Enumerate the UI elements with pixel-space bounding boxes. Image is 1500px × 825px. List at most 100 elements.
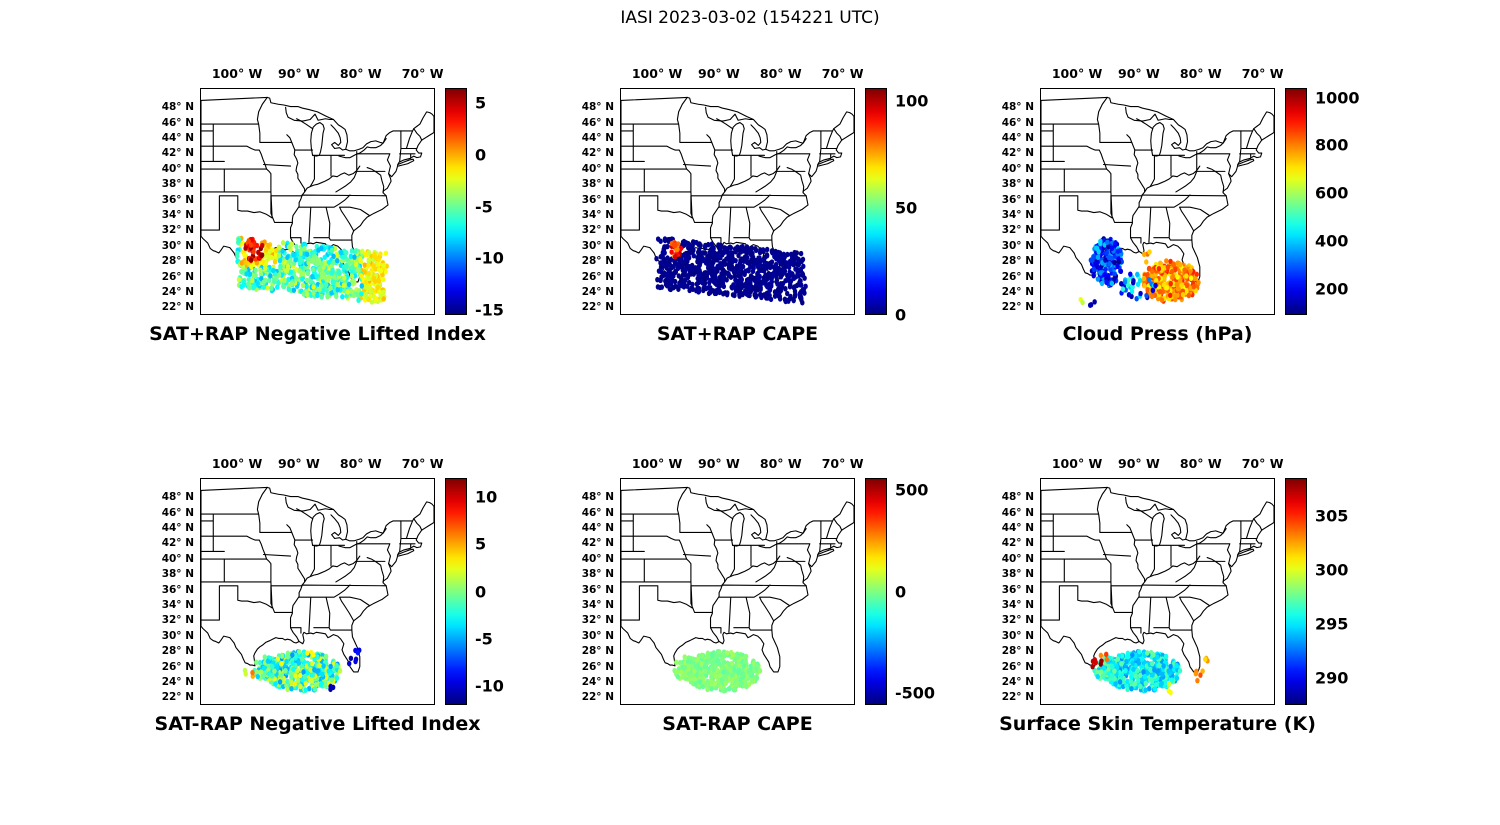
colorbar-tick-label: 600 bbox=[1315, 183, 1349, 203]
map-frame bbox=[1040, 88, 1275, 315]
us-basemap bbox=[621, 486, 854, 694]
colorbar-labels: 10 5 0 -5 -10 bbox=[475, 478, 535, 705]
longitude-axis-labels: 100° W 90° W 80° W 70° W bbox=[1040, 66, 1284, 81]
lat-tick-label: 44° N bbox=[581, 522, 614, 535]
map-frame bbox=[200, 478, 435, 705]
lat-tick-label: 32° N bbox=[581, 224, 614, 237]
lat-tick-label: 30° N bbox=[581, 239, 614, 252]
lat-tick-label: 42° N bbox=[1001, 537, 1034, 550]
lat-tick-label: 32° N bbox=[161, 224, 194, 237]
colorbar-tick-label: 0 bbox=[895, 582, 907, 601]
lat-tick-label: 24° N bbox=[161, 285, 194, 298]
colorbar-labels: 500 0 -500 bbox=[895, 478, 955, 705]
lat-tick-label: 24° N bbox=[1001, 285, 1034, 298]
panel-title: SAT+RAP Negative Lifted Index bbox=[149, 323, 486, 345]
lat-tick-label: 42° N bbox=[581, 537, 614, 550]
lon-tick-label: 100° W bbox=[211, 456, 263, 471]
lat-tick-label: 38° N bbox=[1001, 178, 1034, 191]
panel-surface-skin-temperature: 100° W 90° W 80° W 70° W 48° N 46° N 44° N 42°… bbox=[999, 456, 1348, 735]
latitude-axis-labels: 48° N 46° N 44° N 42° N 40° N 38° N 36° N 34° N… bbox=[144, 88, 194, 315]
lon-tick-label: 70° W bbox=[401, 66, 444, 81]
longitude-axis-labels: 100° W 90° W 80° W 70° W bbox=[620, 66, 864, 81]
scatter-layer bbox=[242, 647, 362, 694]
lat-tick-label: 46° N bbox=[581, 116, 614, 129]
lat-tick-label: 36° N bbox=[581, 583, 614, 596]
scatter-layer bbox=[1078, 236, 1201, 308]
colorbar bbox=[865, 88, 887, 315]
lat-tick-label: 30° N bbox=[581, 629, 614, 642]
lat-tick-label: 32° N bbox=[1001, 224, 1034, 237]
colorbar-tick-label: 295 bbox=[1315, 614, 1349, 634]
lat-tick-label: 42° N bbox=[161, 147, 194, 160]
latitude-axis-labels: 48° N 46° N 44° N 42° N 40° N 38° N 36° N 34° N… bbox=[984, 88, 1034, 315]
lon-tick-label: 70° W bbox=[1241, 456, 1284, 471]
panel-cloud-press: 100° W 90° W 80° W 70° W 48° N 46° N 44° N 42°… bbox=[1002, 66, 1360, 345]
lat-tick-label: 24° N bbox=[581, 675, 614, 688]
lat-tick-label: 28° N bbox=[1001, 255, 1034, 268]
lon-tick-label: 70° W bbox=[821, 66, 864, 81]
us-basemap bbox=[1041, 486, 1274, 696]
colorbar-tick-label: 0 bbox=[475, 145, 487, 165]
colorbar-labels: 1000 800 600 400 200 bbox=[1315, 88, 1375, 315]
panel-sat-plus-rap-cape: 100° W 90° W 80° W 70° W 48° N 46° N 44° N 42°… bbox=[582, 66, 929, 345]
lat-tick-label: 46° N bbox=[161, 506, 194, 519]
colorbar-tick-label: 305 bbox=[1315, 506, 1349, 526]
lon-tick-label: 70° W bbox=[1241, 66, 1284, 81]
lon-tick-label: 90° W bbox=[698, 66, 740, 81]
latitude-axis-labels: 48° N 46° N 44° N 42° N 40° N 38° N 36° N 34° N… bbox=[144, 478, 194, 705]
colorbar-tick-label: 0 bbox=[475, 582, 487, 601]
scatter-layer bbox=[235, 235, 389, 305]
colorbar-tick-label: 300 bbox=[1315, 560, 1349, 580]
lat-tick-label: 40° N bbox=[161, 162, 194, 175]
longitude-axis-labels: 100° W 90° W 80° W 70° W bbox=[620, 456, 864, 471]
colorbar-tick-label: -10 bbox=[475, 676, 504, 696]
lat-tick-label: 46° N bbox=[581, 506, 614, 519]
latitude-axis-labels: 48° N 46° N 44° N 42° N 40° N 38° N 36° N 34° N… bbox=[564, 478, 614, 705]
lat-tick-label: 30° N bbox=[1001, 239, 1034, 252]
lat-tick-label: 26° N bbox=[581, 660, 614, 673]
lat-tick-label: 24° N bbox=[1001, 675, 1034, 688]
lat-tick-label: 26° N bbox=[1001, 660, 1034, 673]
colorbar-tick-label: -5 bbox=[475, 629, 493, 649]
lat-tick-label: 48° N bbox=[161, 101, 194, 114]
panel-title: Surface Skin Temperature (K) bbox=[999, 713, 1316, 735]
colorbar bbox=[1285, 478, 1307, 705]
lon-tick-label: 90° W bbox=[698, 456, 740, 471]
lat-tick-label: 46° N bbox=[161, 116, 194, 129]
lon-tick-label: 80° W bbox=[759, 456, 802, 471]
scatter-layer bbox=[672, 648, 763, 694]
lat-tick-label: 48° N bbox=[1001, 491, 1034, 504]
panel-title: SAT+RAP CAPE bbox=[656, 323, 819, 345]
lon-tick-label: 70° W bbox=[821, 456, 864, 471]
lat-tick-label: 34° N bbox=[161, 208, 194, 221]
lat-tick-label: 40° N bbox=[1001, 552, 1034, 565]
colorbar-labels: 305 300 295 290 bbox=[1315, 478, 1375, 705]
lat-tick-label: 38° N bbox=[1001, 568, 1034, 581]
colorbar bbox=[1285, 88, 1307, 315]
colorbar-tick-label: 290 bbox=[1315, 668, 1349, 688]
latitude-axis-labels: 48° N 46° N 44° N 42° N 40° N 38° N 36° N 34° N… bbox=[984, 478, 1034, 705]
lat-tick-label: 44° N bbox=[161, 522, 194, 535]
lon-tick-label: 100° W bbox=[1051, 456, 1103, 471]
lon-tick-label: 80° W bbox=[339, 456, 382, 471]
lat-tick-label: 38° N bbox=[161, 568, 194, 581]
lon-tick-label: 100° W bbox=[631, 66, 683, 81]
lat-tick-label: 28° N bbox=[581, 645, 614, 658]
lat-tick-label: 28° N bbox=[581, 255, 614, 268]
lat-tick-label: 38° N bbox=[581, 178, 614, 191]
longitude-axis-labels: 100° W 90° W 80° W 70° W bbox=[200, 66, 444, 81]
lat-tick-label: 48° N bbox=[581, 101, 614, 114]
colorbar-tick-label: -5 bbox=[475, 197, 493, 217]
lat-tick-label: 44° N bbox=[1001, 132, 1034, 145]
longitude-axis-labels: 100° W 90° W 80° W 70° W bbox=[200, 456, 444, 471]
map-frame bbox=[620, 88, 855, 315]
lat-tick-label: 36° N bbox=[1001, 193, 1034, 206]
lat-tick-label: 40° N bbox=[581, 162, 614, 175]
colorbar bbox=[445, 478, 467, 705]
lon-tick-label: 90° W bbox=[278, 66, 320, 81]
lat-tick-label: 32° N bbox=[161, 614, 194, 627]
lat-tick-label: 24° N bbox=[161, 675, 194, 688]
colorbar-tick-label: 0 bbox=[895, 305, 907, 325]
lat-tick-label: 36° N bbox=[1001, 583, 1034, 596]
